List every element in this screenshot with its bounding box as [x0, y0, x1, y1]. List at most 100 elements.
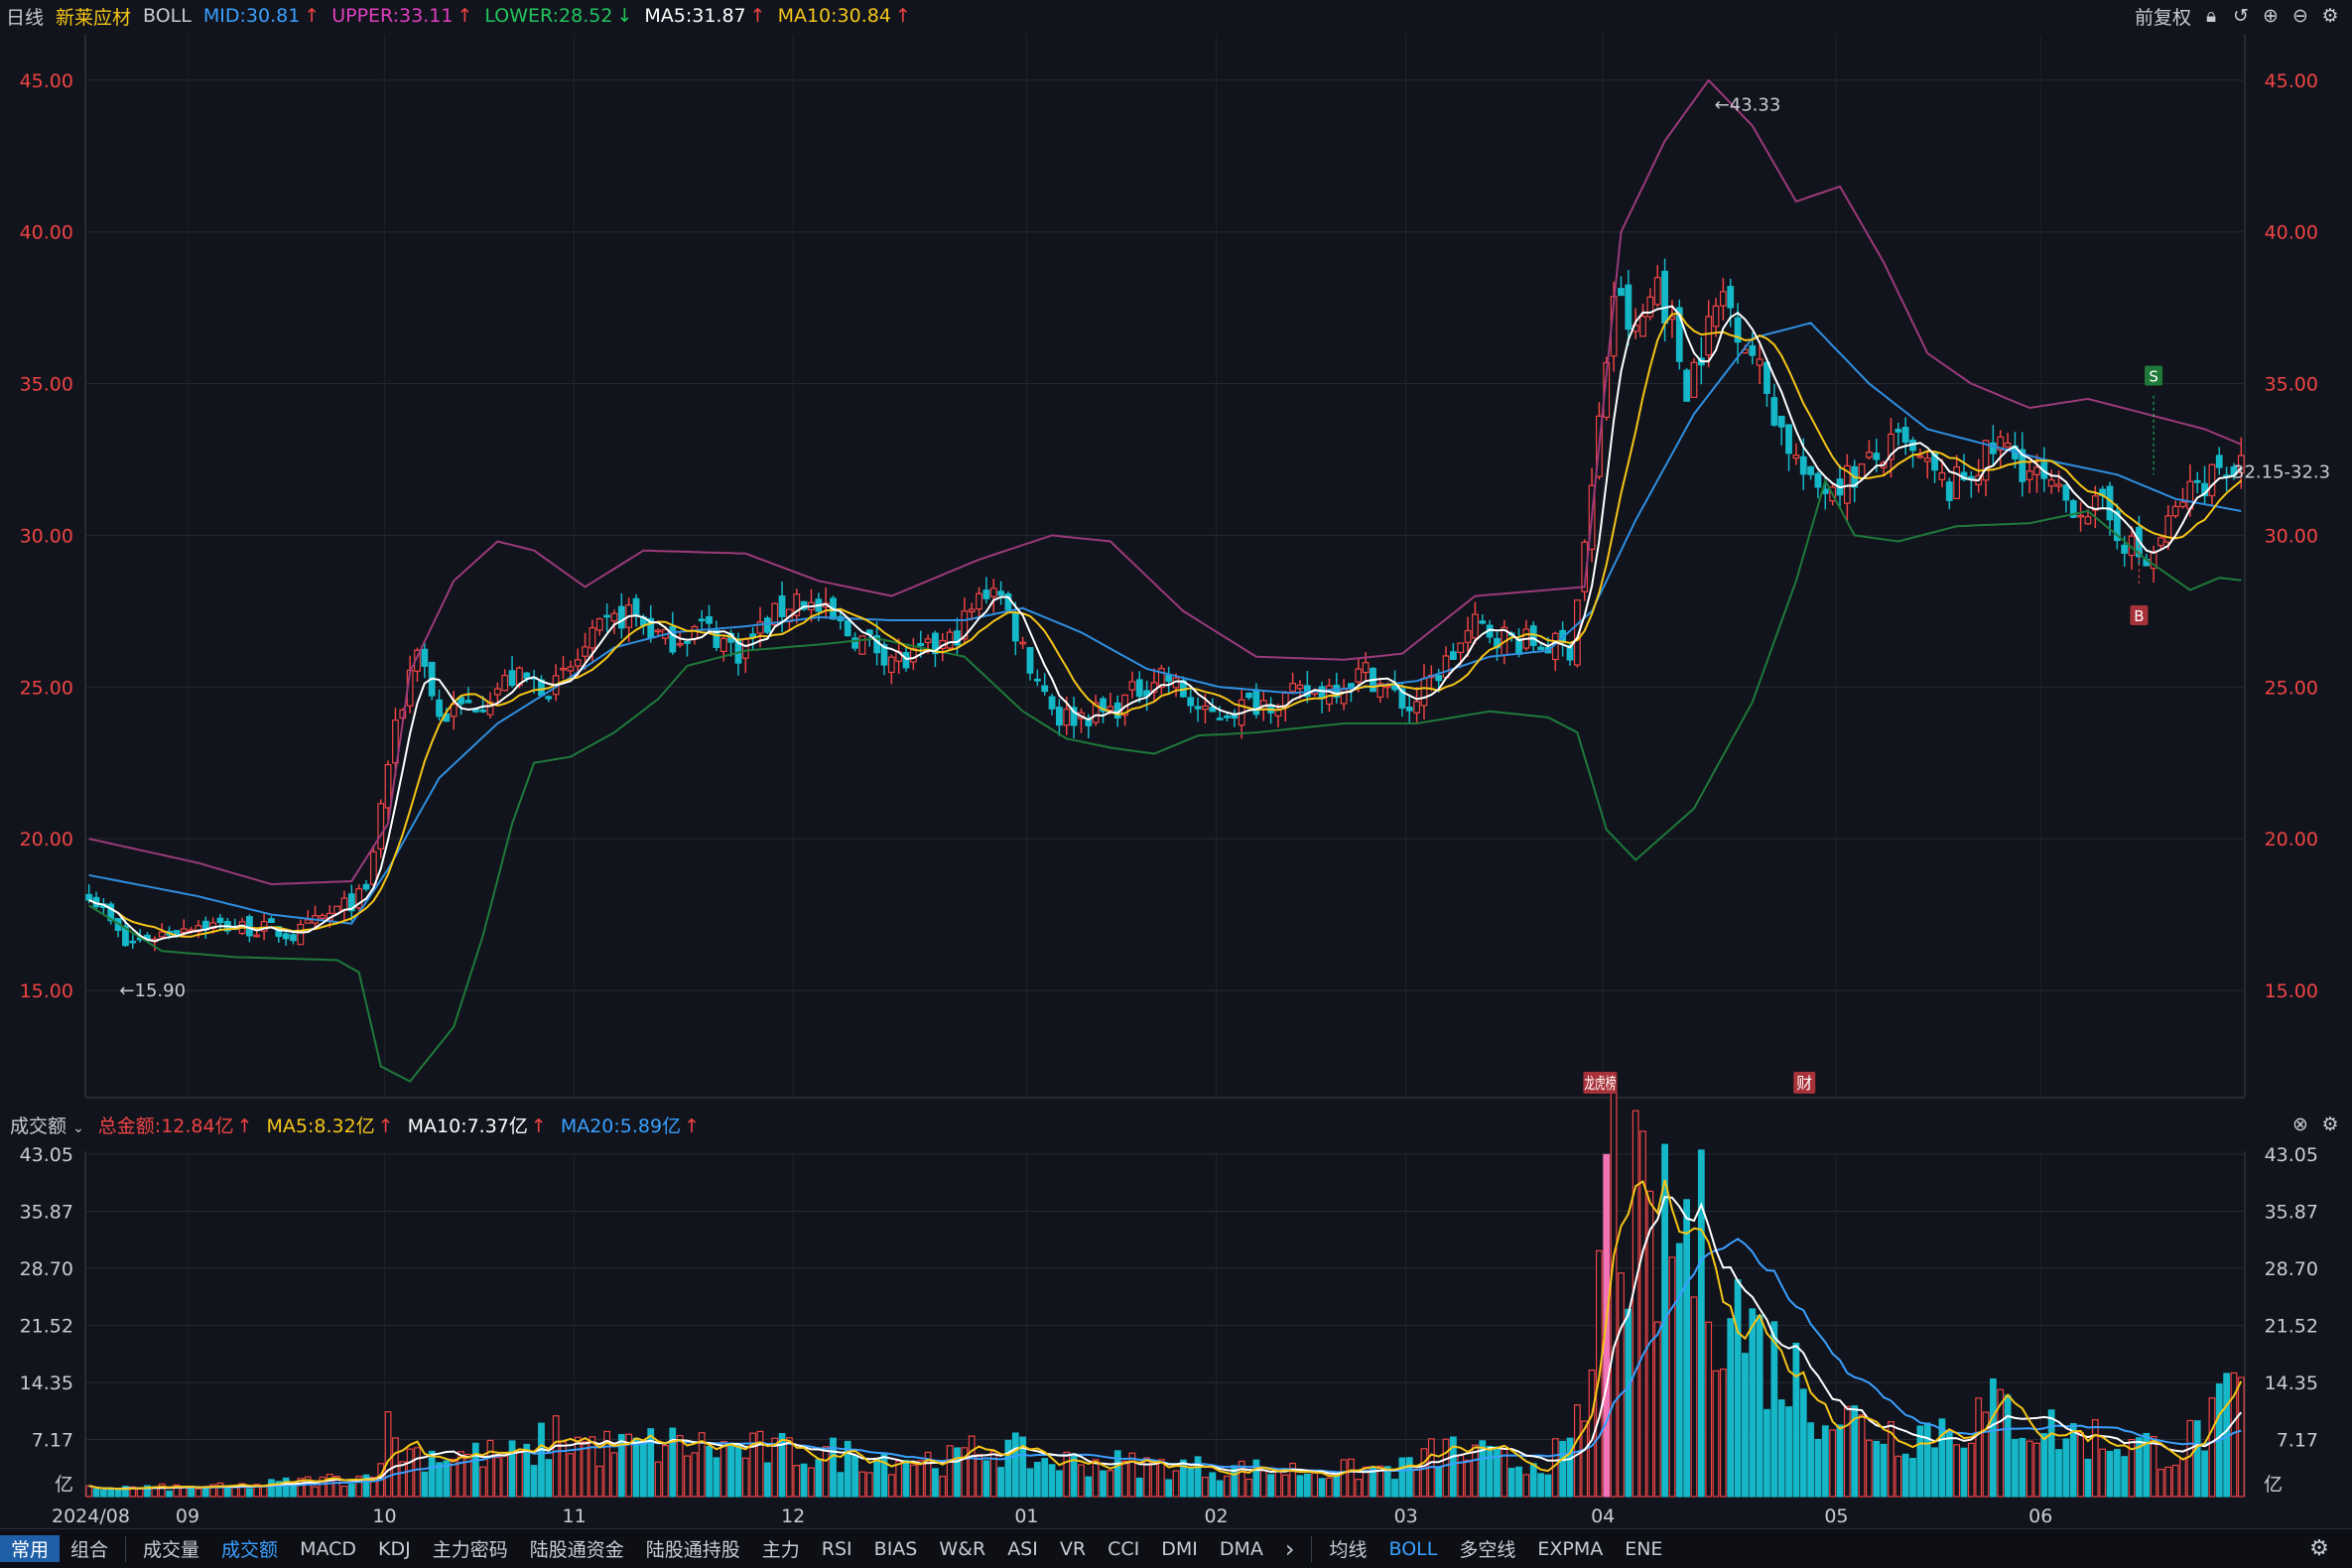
volume-bar	[486, 1439, 494, 1498]
volume-bar	[2113, 1449, 2121, 1498]
boll-lower-line	[88, 477, 2242, 1083]
volume-bar	[1683, 1199, 1691, 1498]
tab-boll[interactable]: BOLL	[1388, 1537, 1438, 1560]
chevron-down-icon: ⌄	[72, 1119, 84, 1136]
candle-body	[1901, 427, 1909, 444]
tab-expma[interactable]: EXPMA	[1537, 1537, 1604, 1560]
candle-body	[2084, 516, 2092, 525]
settings-icon[interactable]: ⚙	[2309, 1536, 2329, 1561]
candle-body	[1405, 707, 1413, 712]
tab-main-force[interactable]: 主力	[761, 1539, 800, 1561]
tab-wr[interactable]: W&R	[939, 1537, 986, 1560]
candle-body	[2113, 510, 2121, 542]
tab-kdj[interactable]: KDJ	[378, 1537, 411, 1560]
candle-body	[1938, 471, 1946, 480]
tab-main-code[interactable]: 主力密码	[432, 1539, 508, 1561]
tab-dmi[interactable]: DMI	[1161, 1537, 1198, 1560]
tab-combo[interactable]: 组合	[70, 1539, 109, 1561]
candle-body	[2171, 505, 2179, 517]
tab-common[interactable]: 常用	[0, 1535, 61, 1562]
candle-body	[369, 850, 377, 885]
undo-icon[interactable]: ↺	[2233, 5, 2249, 27]
candle-body	[1449, 651, 1457, 660]
volume-bar	[698, 1432, 706, 1498]
volume-bar	[1529, 1463, 1537, 1498]
volume-bar	[822, 1446, 830, 1498]
volume-bar	[355, 1475, 363, 1498]
candle-body	[880, 644, 888, 666]
volume-bar	[1749, 1308, 1757, 1498]
candle-body	[486, 701, 494, 716]
ma5-line	[88, 305, 2243, 943]
candle-body	[1420, 678, 1428, 707]
period-label[interactable]: 日线	[6, 6, 45, 29]
volume-bar	[1843, 1405, 1851, 1498]
tab-vr[interactable]: VR	[1059, 1537, 1087, 1560]
volume-bar	[428, 1450, 436, 1498]
volume-bar	[1625, 1308, 1633, 1498]
zoom-out-icon[interactable]: ⊖	[2292, 5, 2308, 27]
settings-icon[interactable]: ⚙	[2321, 1113, 2339, 1135]
tab-bull-bear[interactable]: 多空线	[1459, 1539, 1516, 1561]
volume-bar	[1398, 1457, 1406, 1498]
candle-body	[2025, 470, 2033, 480]
candle-body	[588, 626, 596, 649]
tab-ene[interactable]: ENE	[1625, 1537, 1663, 1560]
volume-header: 成交额 ⌄ 总金额:12.84亿 ↑ MA5:8.32亿 ↑ MA10:7.37亿 ↑…	[0, 1109, 2352, 1140]
volume-bar	[763, 1462, 771, 1498]
volume-bar	[1938, 1418, 1946, 1498]
zoom-in-icon[interactable]: ⊕	[2263, 5, 2279, 27]
volume-bar	[195, 1488, 202, 1498]
volume-bar	[1916, 1425, 1924, 1498]
date-axis-label: 01	[1014, 1505, 1038, 1527]
adjust-mode[interactable]: 前复权	[2134, 6, 2191, 29]
candle-body	[800, 600, 808, 610]
volume-bar	[1639, 1130, 1646, 1498]
tab-hk-connect-flow[interactable]: 陆股通资金	[529, 1539, 624, 1561]
tab-turnover[interactable]: 成交额	[221, 1539, 279, 1561]
volume-bar	[574, 1436, 582, 1498]
kline-chart[interactable]: 45.00 45.00 40.00 40.00 35.00 35.00 30.00 30.00…	[0, 0, 2352, 1528]
volume-bar	[727, 1442, 734, 1498]
candle-body	[1318, 686, 1326, 700]
volume-indicator-select[interactable]: 成交额 ⌄	[10, 1111, 84, 1138]
tab-bias[interactable]: BIAS	[873, 1537, 918, 1560]
volume-bar	[1909, 1457, 1916, 1498]
candle-body	[1675, 307, 1683, 362]
tab-hk-connect-holding[interactable]: 陆股通持股	[645, 1539, 740, 1561]
tab-ma[interactable]: 均线	[1329, 1539, 1368, 1561]
indicator-name[interactable]: BOLL	[143, 5, 192, 27]
tab-rsi[interactable]: RSI	[821, 1537, 852, 1560]
lock-icon[interactable]: 🔒︎	[2205, 5, 2217, 27]
candle-body	[523, 672, 531, 680]
candle-body	[1143, 690, 1151, 697]
candle-body	[1639, 316, 1646, 337]
tab-cci[interactable]: CCI	[1108, 1537, 1140, 1560]
volume-toolbar-icons: ⊗ ⚙	[2290, 1109, 2340, 1140]
more-arrow-icon[interactable]: ›	[1284, 1534, 1295, 1563]
up-arrow-icon: ↑	[894, 5, 911, 27]
close-icon[interactable]: ⊗	[2292, 1113, 2308, 1135]
volume-bar	[1245, 1478, 1252, 1498]
candle-body	[1923, 457, 1931, 462]
volume-bar	[1494, 1446, 1501, 1498]
tab-macd[interactable]: MACD	[300, 1537, 357, 1560]
candle-body	[1457, 642, 1465, 654]
candle-body	[464, 700, 472, 704]
candle-body	[1756, 358, 1764, 366]
tab-dma[interactable]: DMA	[1219, 1537, 1263, 1560]
tab-volume[interactable]: 成交量	[143, 1539, 200, 1561]
candle-body	[1573, 599, 1581, 666]
volume-bar	[421, 1471, 429, 1498]
volume-bar	[1777, 1399, 1785, 1498]
candle-body	[1340, 688, 1348, 705]
volume-bar	[1340, 1459, 1348, 1498]
volume-bar	[2193, 1420, 2201, 1498]
price-axis-label-right: 40.00	[2265, 222, 2318, 244]
candle-body	[2157, 537, 2164, 547]
tab-asi[interactable]: ASI	[1007, 1537, 1038, 1560]
candle-body	[632, 597, 640, 616]
volume-bar	[1092, 1459, 1100, 1498]
settings-icon[interactable]: ⚙	[2321, 5, 2339, 27]
candle-body	[844, 619, 851, 637]
